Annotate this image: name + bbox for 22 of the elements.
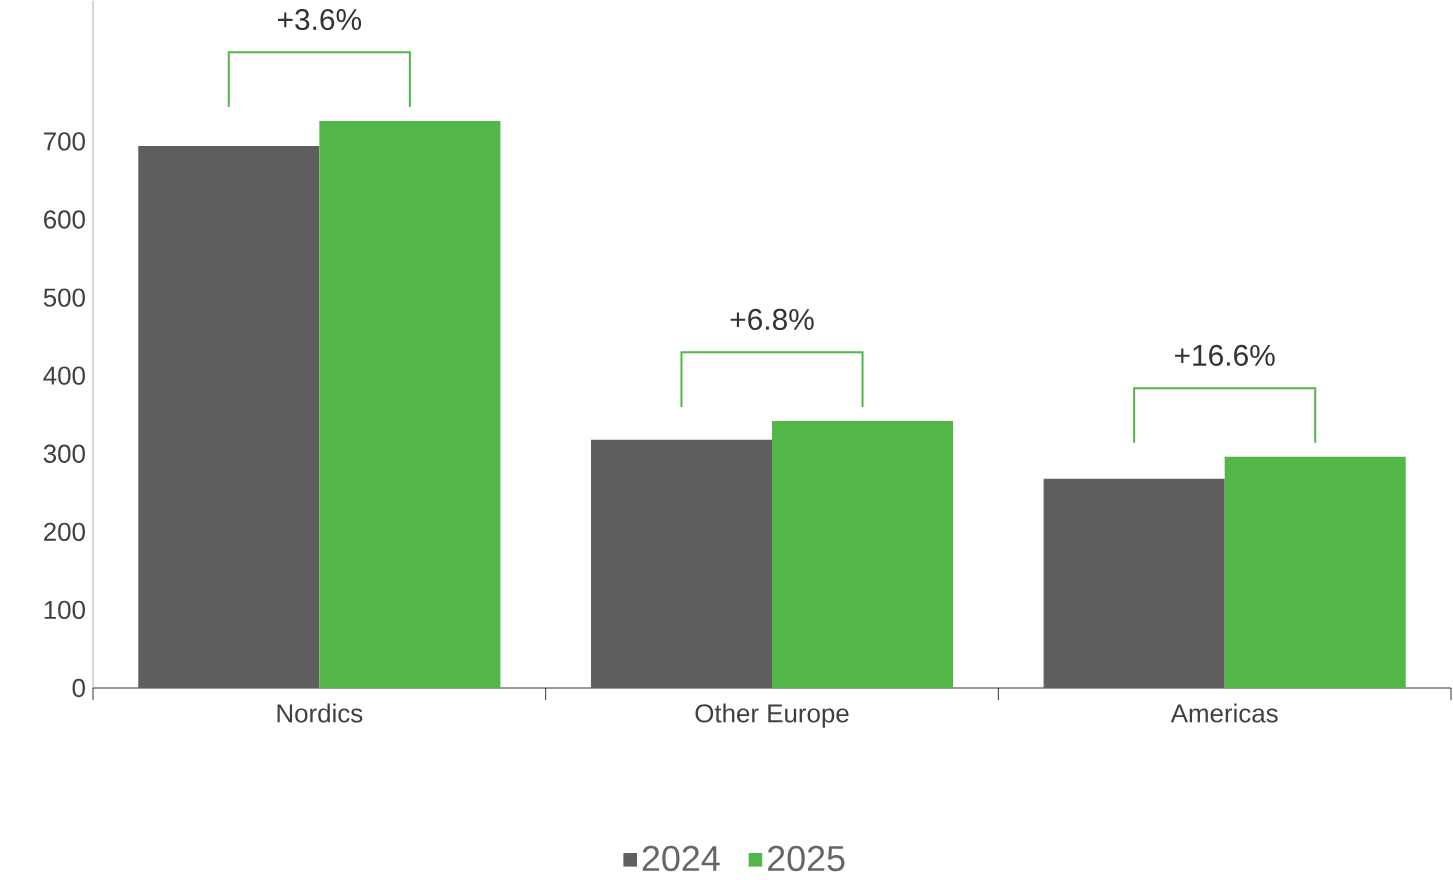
bar	[590, 439, 772, 688]
y-tick-label: 400	[43, 366, 85, 385]
bar	[1224, 456, 1406, 688]
y-tick-label: 700	[44, 132, 85, 151]
bar	[319, 121, 501, 688]
y-tick-label: 300	[43, 444, 85, 463]
bar	[1043, 478, 1225, 688]
y-tick-label: 600	[44, 210, 85, 229]
bar	[772, 420, 954, 688]
y-tick-label: 500	[43, 288, 85, 307]
annotation: +16.6%	[1175, 344, 1275, 366]
annotation: +3.6%	[278, 8, 362, 31]
legend-label: 2025	[768, 845, 845, 872]
y-tick-label: 200	[44, 522, 85, 541]
annotation: +6.8%	[730, 308, 814, 330]
x-tick-label: Americas	[1170, 703, 1278, 723]
y-tick-label: 0	[72, 678, 85, 698]
x-tick-label: Other Europe	[695, 703, 849, 728]
bar	[138, 146, 320, 688]
x-tick-label: Nordics	[277, 703, 363, 723]
legend-label: 2024	[642, 845, 720, 872]
y-tick-label: 100	[44, 600, 85, 620]
